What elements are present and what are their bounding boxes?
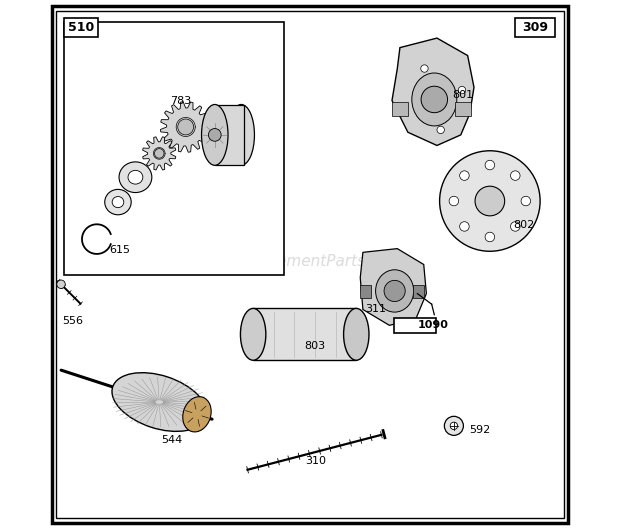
Ellipse shape — [412, 73, 457, 126]
Circle shape — [437, 126, 445, 134]
Ellipse shape — [119, 162, 152, 193]
Ellipse shape — [241, 308, 266, 360]
Circle shape — [450, 422, 458, 430]
Ellipse shape — [376, 270, 414, 312]
Circle shape — [485, 160, 495, 170]
Text: 801: 801 — [452, 90, 473, 100]
Polygon shape — [143, 137, 176, 170]
Circle shape — [510, 171, 520, 180]
Text: 802: 802 — [513, 220, 534, 230]
Ellipse shape — [183, 397, 211, 432]
Text: 310: 310 — [305, 457, 326, 466]
Circle shape — [485, 232, 495, 242]
Text: 592: 592 — [469, 425, 490, 434]
Circle shape — [459, 171, 469, 180]
Circle shape — [384, 280, 405, 302]
Circle shape — [445, 416, 463, 435]
Ellipse shape — [228, 104, 254, 165]
Circle shape — [440, 151, 540, 251]
Text: 803: 803 — [304, 342, 326, 351]
Text: eReplacementParts.com: eReplacementParts.com — [216, 254, 404, 269]
Ellipse shape — [128, 170, 143, 184]
Text: 556: 556 — [63, 316, 84, 326]
Polygon shape — [360, 249, 427, 325]
Circle shape — [521, 196, 531, 206]
Text: 1090: 1090 — [418, 321, 449, 330]
Bar — [360, 285, 371, 298]
Polygon shape — [161, 102, 211, 152]
Circle shape — [449, 196, 459, 206]
Circle shape — [208, 129, 221, 141]
Ellipse shape — [105, 189, 131, 215]
Text: 615: 615 — [109, 245, 130, 255]
Bar — [515, 18, 556, 37]
Circle shape — [458, 86, 466, 94]
Bar — [64, 22, 283, 275]
Bar — [64, 18, 99, 37]
Text: 309: 309 — [523, 21, 548, 34]
Ellipse shape — [343, 308, 369, 360]
Bar — [413, 285, 423, 298]
Circle shape — [57, 280, 65, 288]
Text: 783: 783 — [170, 96, 191, 105]
Ellipse shape — [112, 373, 206, 431]
Circle shape — [421, 65, 428, 72]
Circle shape — [421, 86, 448, 113]
Polygon shape — [392, 38, 474, 145]
Bar — [392, 102, 408, 116]
Bar — [215, 105, 244, 165]
Bar — [456, 102, 471, 116]
Circle shape — [178, 119, 193, 135]
Bar — [394, 318, 436, 333]
Circle shape — [398, 107, 405, 114]
Bar — [253, 308, 356, 360]
Text: 544: 544 — [161, 435, 182, 445]
Circle shape — [510, 222, 520, 231]
Circle shape — [459, 222, 469, 231]
Text: 510: 510 — [68, 21, 95, 34]
Circle shape — [154, 149, 164, 158]
Ellipse shape — [112, 197, 124, 208]
Circle shape — [475, 186, 505, 216]
Ellipse shape — [202, 104, 228, 165]
Text: 311: 311 — [366, 305, 387, 314]
